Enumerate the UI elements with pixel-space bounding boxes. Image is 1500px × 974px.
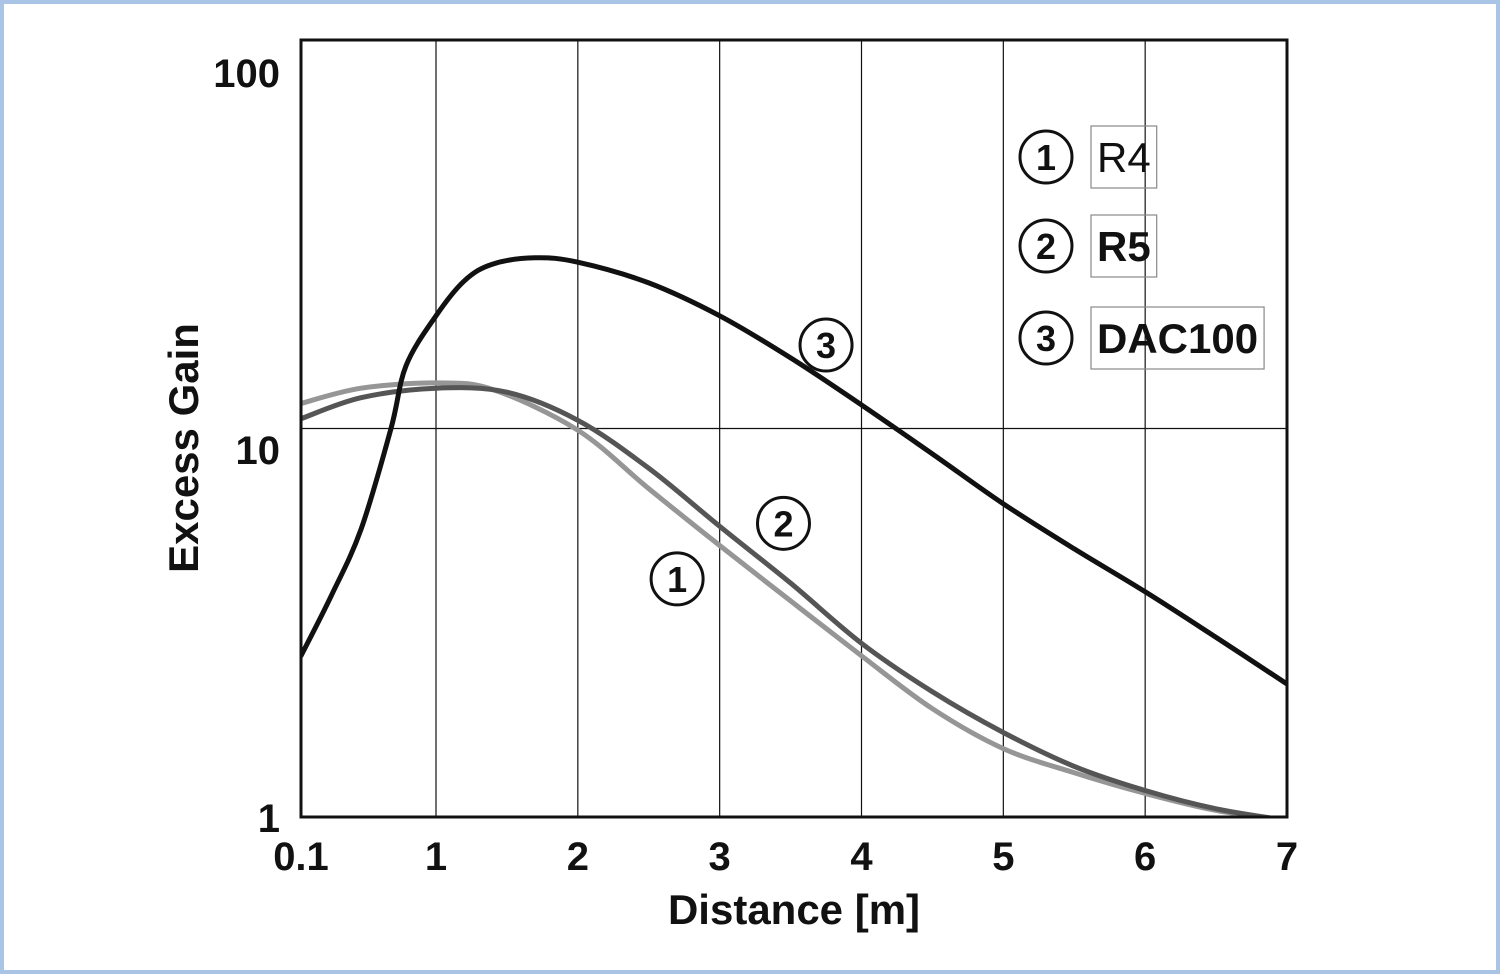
x-axis-title: Distance [m]: [668, 886, 920, 933]
y-tick-label: 100: [213, 52, 280, 96]
series-lines: [301, 255, 1287, 817]
legend-label-box-2: [1090, 214, 1158, 278]
legend-badge-2-number: 2: [1036, 226, 1056, 267]
legend-badge-1-circle: [1018, 129, 1074, 185]
curve-label-2-circle: [755, 495, 811, 551]
y-tick-label: 1: [258, 797, 280, 841]
curve-labels: 1 2 3: [649, 317, 854, 607]
x-tick-label: 6: [1134, 835, 1156, 879]
legend-label-3: DAC100: [1097, 315, 1258, 362]
plot-border: [299, 38, 1289, 819]
x-tick-label: 3: [709, 835, 731, 879]
grid: [301, 40, 1287, 817]
x-tick-label: 0.1: [273, 835, 329, 879]
series-line-1: [301, 380, 1281, 817]
y-axis-title: Excess Gain: [160, 323, 207, 573]
series-line-3: [301, 255, 1287, 687]
curve-label-3-circle: [798, 317, 854, 373]
x-tick-label: 4: [850, 835, 873, 879]
legend-label-2: R5: [1097, 223, 1151, 270]
x-tick-label: 1: [425, 835, 447, 879]
curve-label-3-number: 3: [816, 325, 836, 366]
curve-label-1-circle: [649, 551, 705, 607]
legend-badge-3-number: 3: [1036, 318, 1056, 359]
x-tick-label: 2: [567, 835, 589, 879]
legend-badge-1-number: 1: [1036, 137, 1056, 178]
x-tick-label: 7: [1276, 835, 1298, 879]
legend-label-box-3: [1090, 306, 1265, 370]
legend: 1 R4 2 R5 3 DAC100: [1018, 125, 1265, 370]
curve-label-2-number: 2: [773, 503, 793, 544]
curve-label-1-number: 1: [667, 559, 687, 600]
legend-label-box-1: [1090, 125, 1158, 189]
legend-badge-2-circle: [1018, 218, 1074, 274]
x-tick-label: 5: [992, 835, 1014, 879]
y-tick-label: 10: [236, 429, 281, 473]
series-line-2: [301, 385, 1282, 817]
legend-badge-3-circle: [1018, 310, 1074, 366]
legend-label-1: R4: [1097, 134, 1151, 181]
